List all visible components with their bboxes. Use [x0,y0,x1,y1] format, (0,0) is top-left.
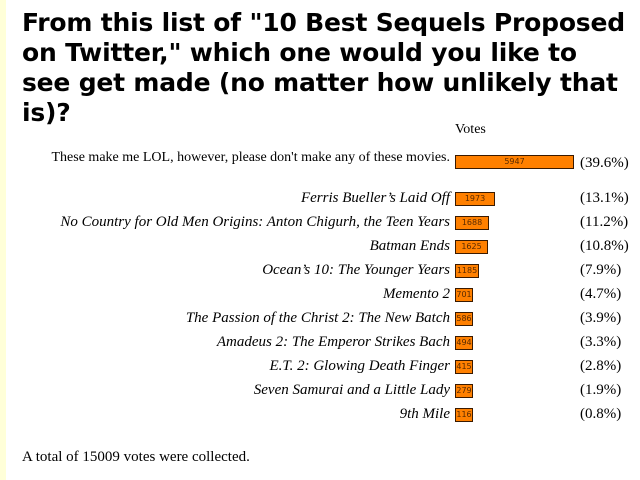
poll-option-row: These make me LOL, however, please don't… [0,149,640,185]
vote-bar: 116 [455,408,473,422]
vote-percent: (3.3%) [580,334,622,350]
vote-count: 116 [456,410,472,419]
vote-percent: (3.9%) [580,310,622,326]
vote-count: 1185 [456,266,478,275]
vote-percent: (39.6%) [580,155,629,171]
vote-count: 701 [456,290,472,299]
vote-bar: 5947 [455,155,574,169]
vote-percent: (0.8%) [580,406,622,422]
vote-percent: (10.8%) [580,238,629,254]
option-label: 9th Mile [399,406,450,422]
option-label: E.T. 2: Glowing Death Finger [269,358,450,374]
votes-column-header: Votes [455,122,486,137]
left-border-strip [0,0,6,480]
vote-bar: 1973 [455,192,495,206]
vote-bar: 1185 [455,264,479,278]
vote-count: 415 [456,362,472,371]
vote-percent: (7.9%) [580,262,622,278]
vote-percent: (11.2%) [580,214,629,230]
option-label: No Country for Old Men Origins: Anton Ch… [60,214,450,230]
vote-count: 586 [456,314,472,323]
option-label: Batman Ends [369,238,450,254]
option-label: Memento 2 [382,286,450,302]
total-votes-text: A total of 15009 votes were collected. [22,449,250,465]
vote-bar: 701 [455,288,473,302]
poll-option-row: The Passion of the Christ 2: The New Bat… [0,309,640,333]
option-label: Ferris Bueller’s Laid Off [300,190,450,206]
vote-count: 5947 [504,157,525,166]
poll-option-row: Ocean’s 10: The Younger Years 1185 (7.9%… [0,261,640,285]
vote-bar: 1688 [455,216,489,230]
poll-option-row: E.T. 2: Glowing Death Finger 415 (2.8%) [0,357,640,381]
poll-title: From this list of "10 Best Sequels Propo… [22,8,625,127]
option-label: Seven Samurai and a Little Lady [253,382,450,398]
vote-bar: 1625 [455,240,488,254]
option-label: Ocean’s 10: The Younger Years [262,262,450,278]
vote-percent: (13.1%) [580,190,629,206]
vote-bar: 494 [455,336,473,350]
option-label: Amadeus 2: The Emperor Strikes Bach [216,334,450,350]
poll-option-row: Batman Ends 1625 (10.8%) [0,237,640,261]
vote-bar: 279 [455,384,473,398]
poll-option-row: 9th Mile 116 (0.8%) [0,405,640,429]
poll-option-row: No Country for Old Men Origins: Anton Ch… [0,213,640,237]
poll-option-row: Seven Samurai and a Little Lady 279 (1.9… [0,381,640,405]
option-label: These make me LOL, however, please don't… [51,150,451,165]
vote-count: 279 [456,386,472,395]
vote-count: 1973 [464,194,486,203]
vote-bar: 415 [455,360,473,374]
vote-count: 1625 [461,242,482,251]
vote-bar: 586 [455,312,473,326]
vote-percent: (4.7%) [580,286,622,302]
vote-count: 1688 [461,218,483,227]
vote-percent: (1.9%) [580,382,622,398]
vote-percent: (2.8%) [580,358,622,374]
option-label: The Passion of the Christ 2: The New Bat… [185,310,450,326]
poll-option-row: Amadeus 2: The Emperor Strikes Bach 494 … [0,333,640,357]
poll-option-row: Ferris Bueller’s Laid Off 1973 (13.1%) [0,189,640,213]
vote-count: 494 [456,338,472,347]
poll-option-row: Memento 2 701 (4.7%) [0,285,640,309]
